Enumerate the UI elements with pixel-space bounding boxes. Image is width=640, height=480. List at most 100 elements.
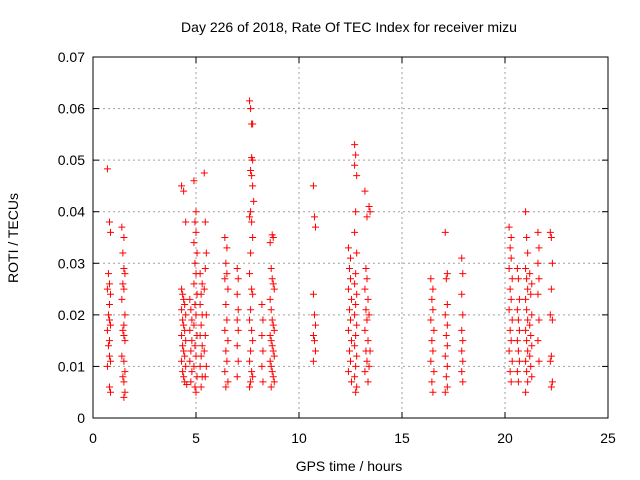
data-point [514,275,522,283]
x-tick-label: 20 [497,430,513,446]
data-point [429,285,437,293]
data-point [459,311,467,319]
data-point [524,249,532,257]
data-point [546,311,554,319]
data-point [363,213,371,221]
data-point [429,388,437,396]
data-point [121,368,129,376]
data-point [188,368,196,376]
data-point [310,213,318,221]
data-point [234,275,242,283]
data-point [459,270,467,278]
data-point [193,249,201,257]
data-point [344,368,352,376]
y-tick-label: 0 [77,410,85,426]
data-point [103,285,111,293]
data-point [249,234,257,241]
data-point [267,383,275,391]
grid [93,57,608,418]
data-point [181,301,189,309]
data-point [527,362,535,370]
data-point [366,208,374,216]
data-point [535,357,543,365]
data-point [309,357,317,365]
data-point [234,357,242,365]
data-point [522,208,530,216]
data-point [548,378,556,386]
data-point [428,337,436,345]
y-tick-label: 0.06 [58,101,85,117]
data-point [107,228,115,236]
data-point [344,326,352,334]
data-point [515,326,523,334]
data-point [259,378,267,386]
data-point [259,316,267,324]
data-point [524,316,532,324]
plot-frame [92,56,609,419]
x-tick-label: 25 [600,430,616,446]
data-point [528,373,536,381]
data-point [523,306,531,314]
data-point [104,342,112,350]
data-point [442,373,450,381]
data-point [348,295,356,303]
data-point [362,264,370,272]
data-point [507,254,515,262]
data-point [547,285,555,293]
data-point [187,306,195,314]
data-point [528,280,536,288]
data-point [534,259,542,267]
data-point [266,239,274,247]
data-point [427,357,435,365]
data-point [361,285,369,293]
data-point [443,362,451,370]
data-point [121,337,129,345]
data-point [547,352,555,360]
y-tick-label: 0.01 [58,358,85,374]
data-point [353,321,361,329]
data-point [268,316,276,324]
data-point [248,368,256,376]
data-point [309,182,317,190]
data-point [180,347,188,355]
data-point [119,373,127,381]
data-point [202,249,210,257]
data-point [361,326,369,334]
data-point [351,311,359,319]
data-point [223,316,231,324]
data-point [268,275,276,283]
data-point [344,285,352,293]
data-point [234,306,242,314]
data-point [310,337,318,345]
data-point [202,311,210,319]
data-point [179,290,187,298]
data-point [429,347,437,355]
y-tick-label: 0.07 [58,49,85,65]
data-point [459,378,467,386]
data-point [188,337,196,345]
data-point [345,347,353,355]
data-point [248,172,256,180]
data-point [248,218,256,226]
data-point [352,331,360,339]
data-point [103,362,111,370]
data-point [267,264,275,272]
data-point [190,362,198,370]
data-point [267,337,275,345]
data-point [258,331,266,339]
data-point [506,368,514,376]
data-point [366,347,374,355]
data-point [267,306,275,314]
data-point [247,306,255,314]
data-point [192,311,200,319]
data-point [120,321,128,329]
data-point [443,321,451,329]
data-point [249,156,257,164]
data-point [120,357,128,365]
data-point [196,301,204,309]
data-point [233,342,241,350]
data-point [221,326,229,334]
data-point [427,316,435,324]
data-point [441,311,449,319]
data-point [507,234,515,241]
